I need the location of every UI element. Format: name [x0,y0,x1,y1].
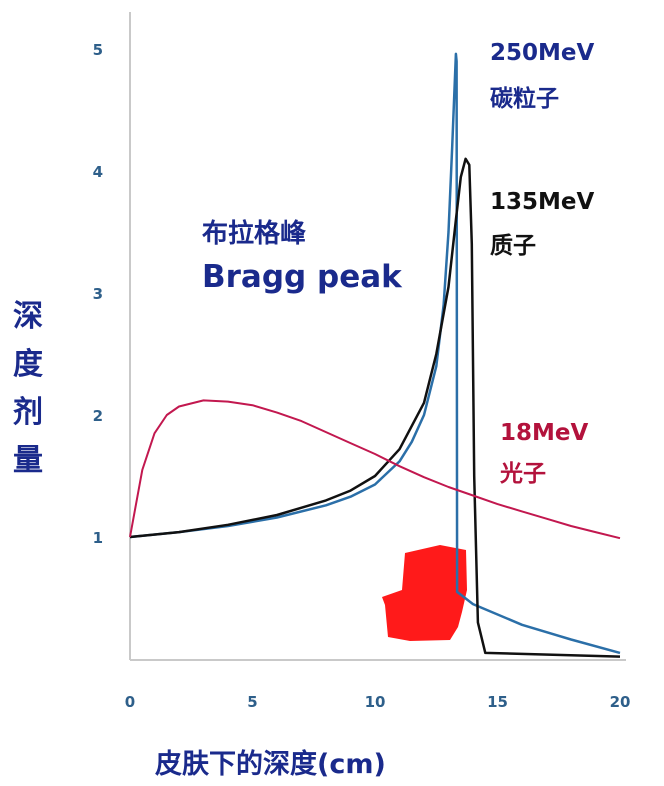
photon-name-label: 光子 [499,461,546,487]
y-tick-label: 1 [93,529,103,547]
series-labels: 250MeV 碳粒子 135MeV 质子 18MeV 光子 [490,40,594,487]
bragg-peak-en-label: Bragg peak [202,259,403,295]
carbon-name-label: 碳粒子 [490,85,559,112]
proton-energy-label: 135MeV [490,189,594,215]
y-tick-label: 3 [93,285,103,303]
x-tick-label: 0 [125,693,135,711]
y-tick-label: 4 [93,163,103,181]
axes [129,12,626,661]
y-tick-label: 2 [93,407,103,425]
y-axis-label-char: 剂 [13,395,43,430]
x-axis-label: 皮肤下的深度(cm) [155,748,386,780]
proton-line [129,157,621,658]
series-lines [129,52,621,658]
bragg-peak-cn-label: 布拉格峰 [202,218,306,249]
x-tick-label: 20 [610,693,631,711]
carbon-energy-label: 250MeV [490,40,594,66]
photon-line [129,399,621,540]
red-highlight-blob [382,545,467,641]
y-axis-label-char: 量 [13,443,43,478]
photon-energy-label: 18MeV [500,420,588,446]
tick-labels: 0 5 10 15 20 1 2 3 4 5 [93,41,631,711]
carbon-line [129,52,621,655]
x-tick-label: 5 [247,693,257,711]
x-tick-label: 10 [365,693,386,711]
bragg-peak-annotation: 布拉格峰 Bragg peak [202,218,403,295]
y-tick-label: 5 [93,41,103,59]
y-axis-label-char: 度 [13,347,43,382]
y-axis-label-char: 深 [13,299,43,334]
proton-name-label: 质子 [490,233,536,259]
x-tick-label: 15 [487,693,508,711]
